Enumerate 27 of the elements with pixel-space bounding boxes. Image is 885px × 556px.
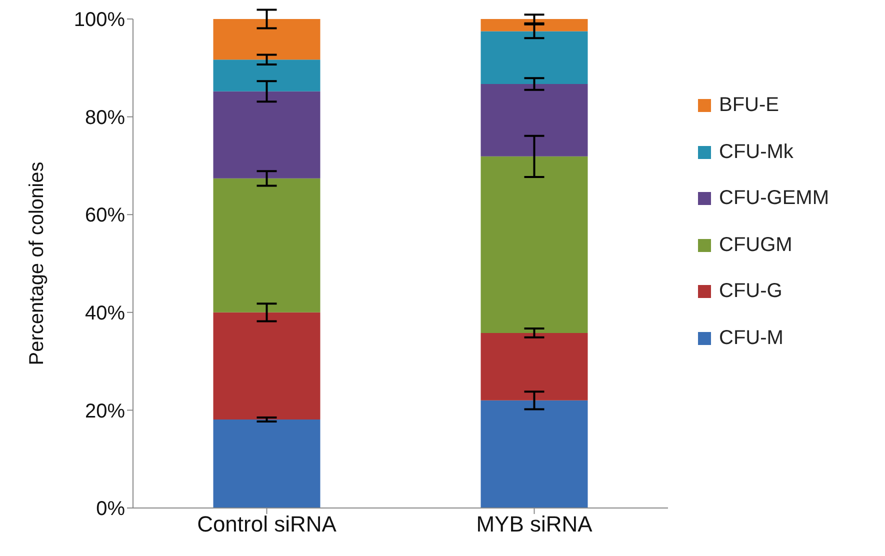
legend-label: CFU-M [719, 326, 784, 350]
bar [213, 91, 320, 178]
bar [480, 156, 588, 333]
bar [213, 60, 320, 92]
legend-label: BFU-E [719, 94, 779, 118]
bar [480, 19, 588, 32]
legend-label: CFU-G [719, 280, 782, 304]
bar [480, 400, 588, 508]
y-tick-label: 0% [96, 498, 126, 520]
y-tick-label: 80% [84, 106, 126, 129]
y-axis-title: Percentage of colonies [26, 162, 48, 366]
x-tick-label: Control siRNA [197, 512, 337, 537]
bar [213, 19, 320, 60]
bar [213, 178, 320, 312]
legend-label: CFU-GEMM [719, 187, 829, 210]
bar [213, 312, 320, 420]
y-tick-label: 100% [74, 9, 126, 32]
legend-label: CFUGM [719, 234, 792, 257]
legend-label: CFU-Mk [719, 140, 794, 164]
x-tick-label: MYB siRNA [476, 512, 593, 537]
y-tick-label: 20% [84, 400, 126, 422]
bar [213, 419, 320, 508]
bar [480, 84, 588, 156]
y-tick-label: 60% [84, 204, 126, 227]
bar [480, 332, 588, 400]
y-tick-label: 40% [84, 302, 126, 324]
bar [480, 31, 588, 84]
